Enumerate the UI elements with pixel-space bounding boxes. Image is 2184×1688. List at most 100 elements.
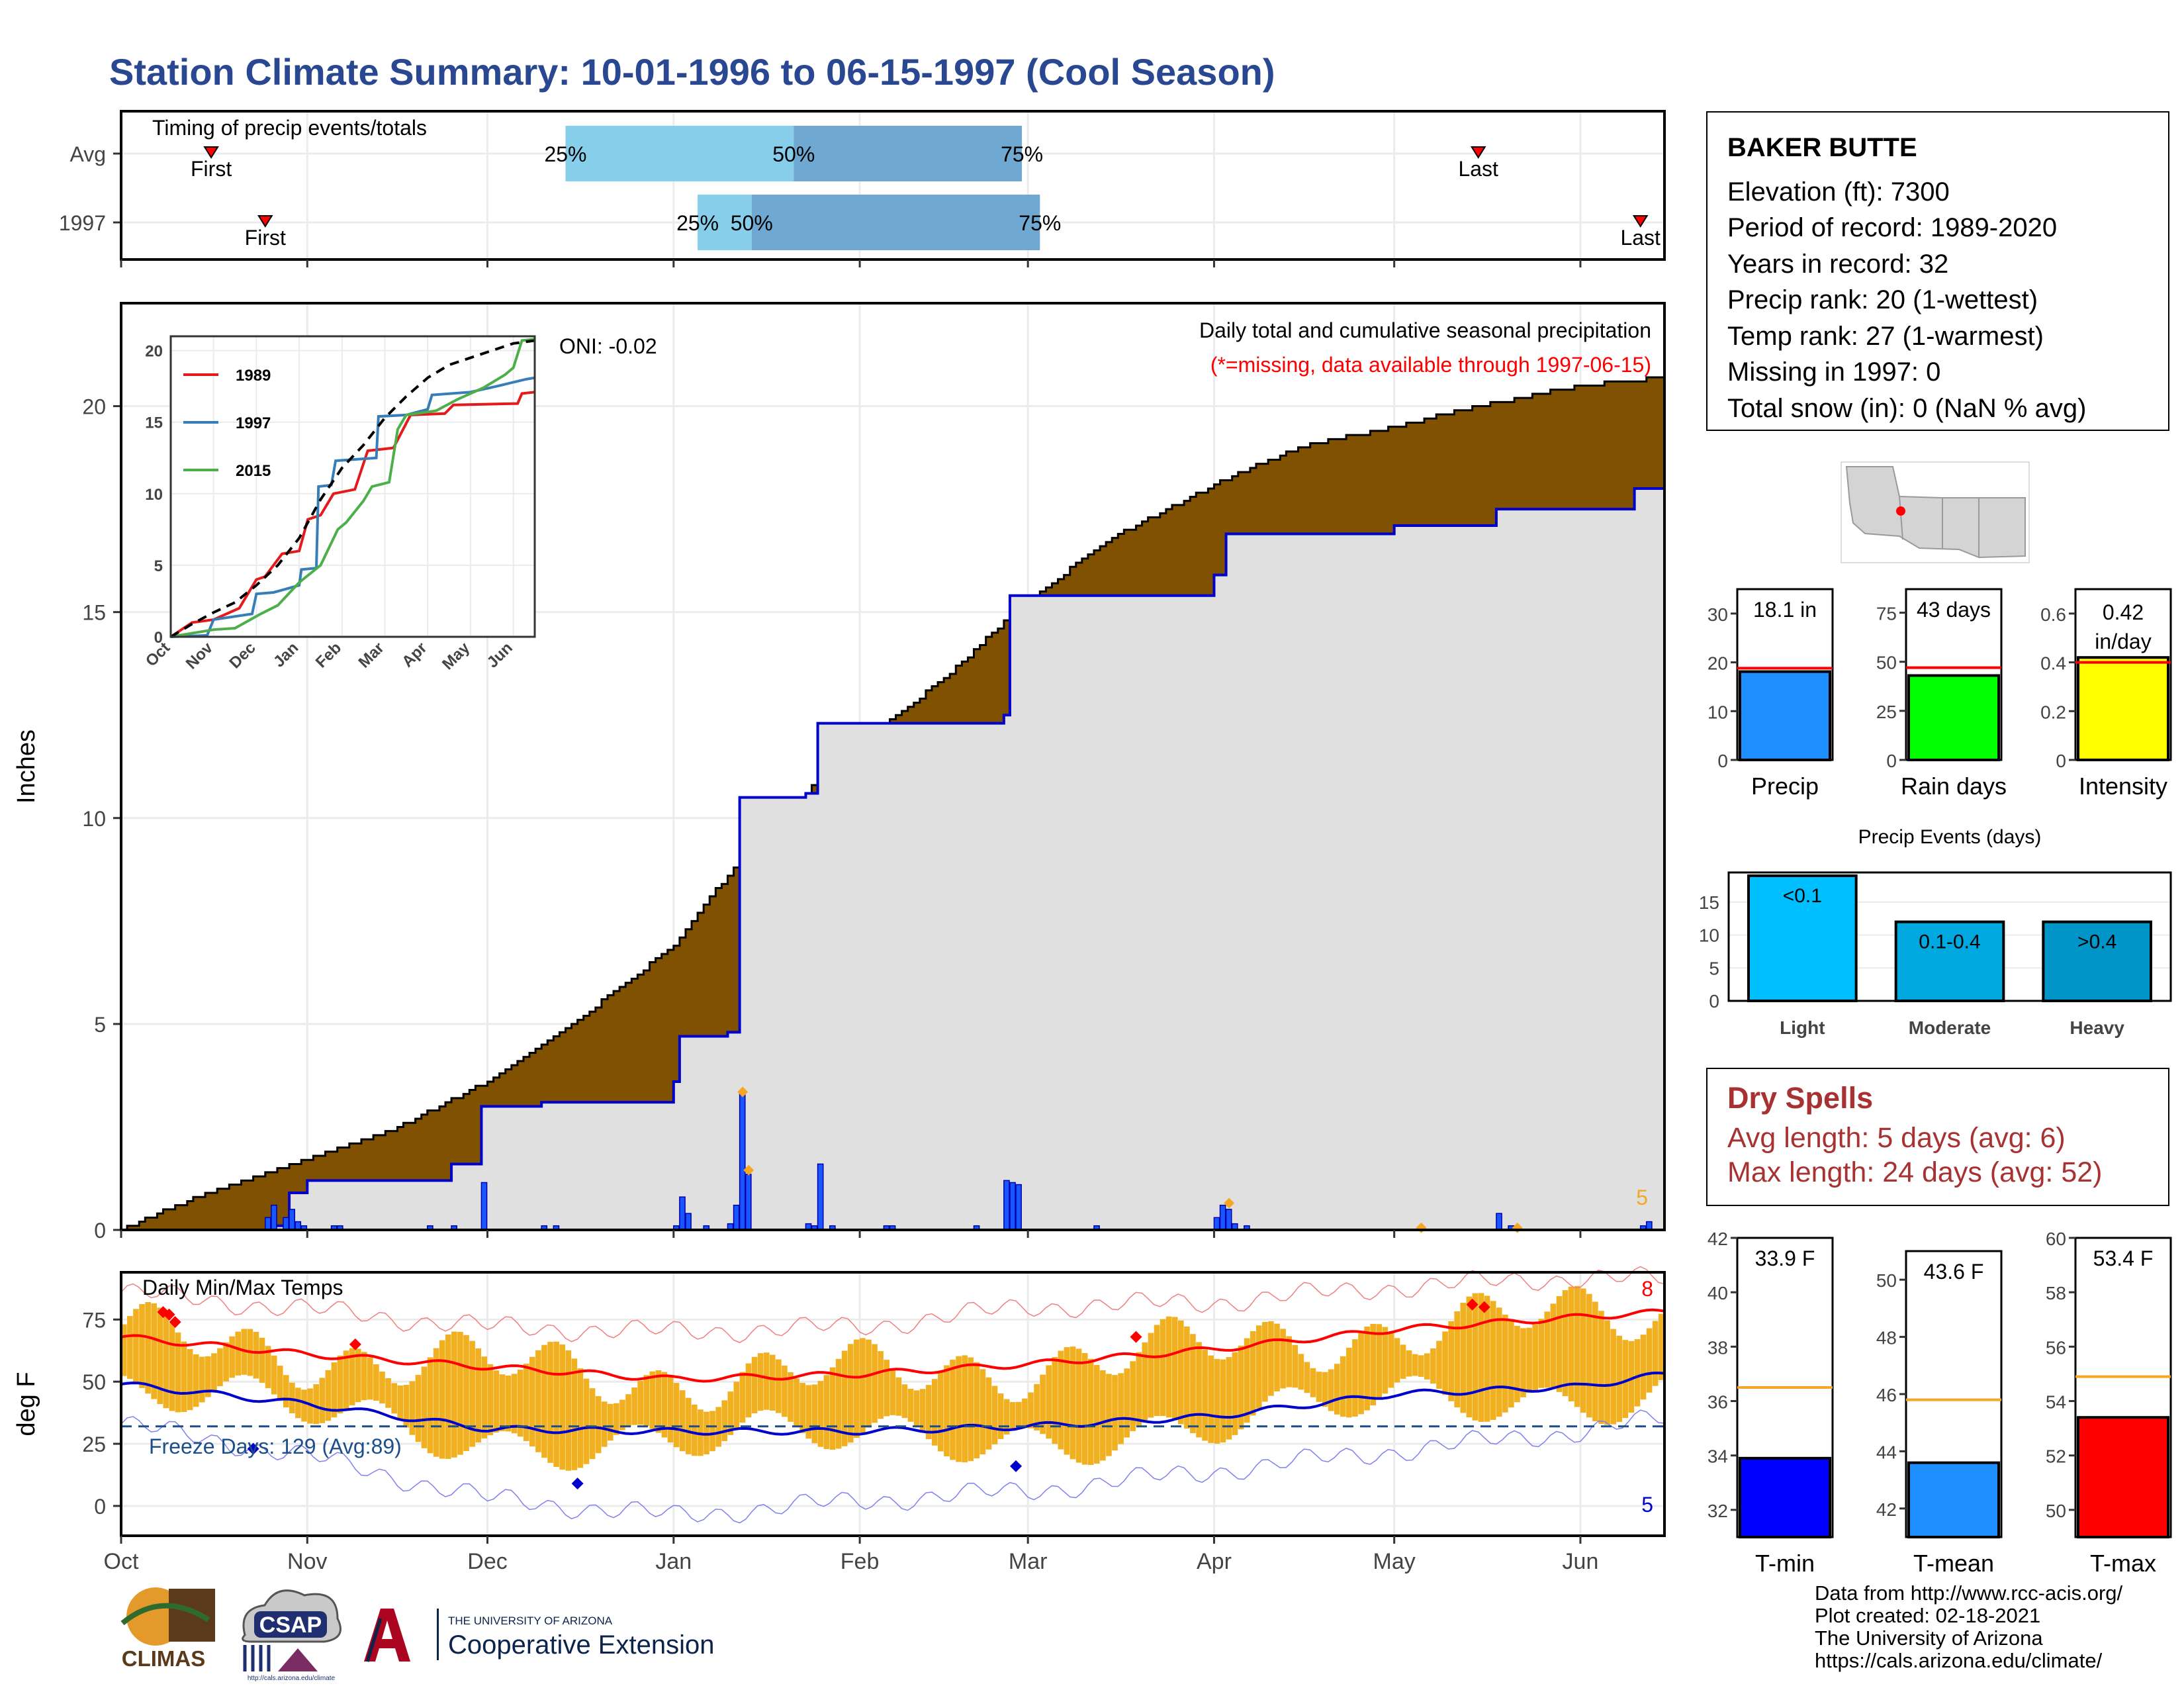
daily-temp-bar: [739, 1372, 746, 1423]
daily-temp-bar: [1358, 1332, 1364, 1415]
record-high-marker: [163, 1308, 175, 1321]
daily-temp-bar: [439, 1340, 445, 1459]
daily-temp-bar: [709, 1411, 715, 1452]
tmin-summary-bar: [1739, 1456, 1831, 1539]
daily-temp-bar: [763, 1352, 770, 1410]
daily-temp-bar: [1255, 1325, 1262, 1409]
daily-temp-bar: [878, 1351, 884, 1419]
tmax-summary-value-label: 53.4 F: [2093, 1246, 2154, 1270]
daily-temp-bar: [379, 1372, 385, 1404]
daily-temp-bar: [1280, 1329, 1286, 1389]
daily-temp-bar: [1472, 1293, 1479, 1421]
daily-temp-bar: [223, 1342, 229, 1382]
extreme-precip-marker: [1224, 1197, 1235, 1209]
daily-temp-bar: [295, 1387, 301, 1419]
daily-temp-bar: [692, 1404, 698, 1456]
daily-precip-bar: [685, 1213, 692, 1231]
daily-temp-bar: [325, 1370, 332, 1421]
daily-temp-bar: [235, 1331, 242, 1376]
daily-temp-bar: [1142, 1342, 1148, 1421]
daily-temp-bar: [211, 1353, 217, 1392]
daily-temp-bar: [1292, 1344, 1298, 1388]
daily-temp-bar: [157, 1307, 163, 1405]
daily-temp-bar: [643, 1375, 650, 1427]
daily-temp-bar: [511, 1374, 518, 1434]
daily-temp-bar: [1538, 1319, 1545, 1388]
temp-xtick-label: Feb: [841, 1549, 880, 1574]
daily-temp-bar: [1112, 1375, 1118, 1451]
inset-legend-label: 1997: [236, 414, 271, 432]
daily-temp-bar: [457, 1331, 463, 1455]
daily-temp-bar: [1442, 1331, 1448, 1395]
daily-temp-bar: [1346, 1347, 1352, 1418]
temp-xtick-label: Mar: [1009, 1549, 1048, 1574]
intensity-summary-value-unit: in/day: [2095, 630, 2151, 653]
daily-temp-bar: [523, 1364, 529, 1442]
daily-temp-bar: [1165, 1316, 1172, 1418]
daily-temp-bar: [685, 1397, 692, 1454]
daily-temp-bar: [919, 1389, 926, 1433]
tmax-summary-ytick-label: 52: [2046, 1446, 2066, 1467]
inset-legend-label: 1989: [236, 367, 271, 385]
daily-temp-bar: [1136, 1352, 1142, 1426]
precip-summary-ytick-label: 30: [1707, 604, 1728, 625]
daily-temp-bar: [193, 1354, 199, 1407]
daily-temp-bar: [1382, 1327, 1388, 1394]
average-max-line: [120, 1308, 1665, 1383]
daily-precip-bar: [739, 1093, 746, 1231]
daily-temp-bar: [782, 1365, 788, 1417]
daily-precip-bar: [480, 1182, 488, 1231]
inset-legend-label: 2015: [236, 462, 271, 480]
daily-temp-bar: [541, 1344, 547, 1458]
daily-temp-bar: [205, 1356, 211, 1397]
daily-temp-bar: [1244, 1338, 1250, 1423]
daily-temp-bar: [361, 1352, 367, 1401]
daily-temp-bar: [631, 1387, 637, 1425]
precip-events-chart: Precip Events (days) <0.1 Light 0.1-0.4 Mode…: [1699, 826, 2172, 1038]
events-category-label: Heavy: [2070, 1017, 2124, 1038]
daily-temp-bar: [1448, 1321, 1454, 1401]
daily-temp-bar: [751, 1356, 758, 1414]
tmax-summary-ytick-label: 54: [2046, 1392, 2066, 1413]
daily-temp-bar: [349, 1348, 355, 1405]
daily-temp-bar: [872, 1344, 878, 1423]
precip-ytick-label: 5: [94, 1013, 106, 1037]
timing-panel: 25% 50% 75% First Last Avg 25% 50% 75% First Last 1…: [59, 110, 1666, 267]
daily-temp-bar: [667, 1376, 674, 1443]
timing-row-label: 1997: [59, 211, 106, 235]
daily-temp-bar: [637, 1380, 643, 1425]
daily-precip-bar: [1219, 1204, 1226, 1231]
daily-temp-bar: [974, 1362, 980, 1459]
daily-temp-bar: [1016, 1401, 1022, 1429]
daily-temp-bar: [1304, 1362, 1310, 1393]
tmin-summary-ytick-label: 36: [1707, 1392, 1728, 1413]
daily-temp-bar: [1412, 1354, 1418, 1376]
timing-bar-50-75: [751, 195, 1040, 250]
daily-temp-bar: [776, 1359, 782, 1413]
daily-temp-bar: [1418, 1355, 1424, 1377]
daily-temp-bar: [1250, 1331, 1256, 1416]
events-frame: [1727, 871, 2172, 1002]
daily-temp-bar: [614, 1403, 619, 1435]
events-bar-label: 0.1-0.4: [1919, 931, 1980, 953]
daily-temp-bar: [289, 1382, 295, 1413]
daily-temp-bar: [968, 1357, 974, 1462]
daily-temp-bar: [181, 1341, 187, 1413]
daily-temp-bar: [343, 1350, 349, 1409]
credit-data-source: Data from http://www.rcc-acis.org/: [1815, 1581, 2123, 1605]
daily-temp-bar: [847, 1344, 854, 1443]
events-category-label: Light: [1780, 1017, 1825, 1038]
daily-temp-bar: [265, 1346, 271, 1389]
average-min-line: [120, 1372, 1665, 1436]
tmax-summary-ytick-label: 56: [2046, 1337, 2066, 1358]
ua-small-text: THE UNIVERSITY OF ARIZONA: [448, 1615, 613, 1627]
inset-ytick-label: 15: [145, 414, 163, 432]
page-title: Station Climate Summary: 10-01-1996 to 0…: [109, 51, 1275, 93]
credit-url: https://cals.arizona.edu/climate/: [1815, 1649, 2103, 1672]
daily-temp-bar: [1052, 1356, 1058, 1444]
daily-temp-bar: [463, 1335, 469, 1452]
daily-temp-bar: [1226, 1357, 1232, 1440]
daily-temp-bar: [535, 1350, 541, 1452]
daily-temp-bar: [373, 1364, 379, 1401]
